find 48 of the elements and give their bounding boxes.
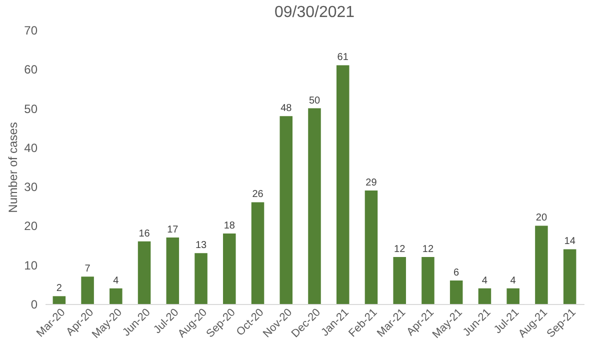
y-tick-label: 30 [24,180,38,194]
bar [478,288,492,304]
bar [364,190,378,304]
bar [223,234,236,304]
y-tick-label: 60 [24,62,38,77]
y-tick-label: 10 [24,258,38,272]
y-tick-label: 0 [30,298,38,312]
data-label: 16 [138,228,150,240]
y-tick-label: 50 [24,102,38,116]
data-label: 6 [454,268,460,279]
data-label: 48 [280,103,292,114]
bar [308,108,321,304]
data-label: 61 [337,52,349,64]
bar [81,276,94,304]
data-label: 17 [167,224,179,236]
bar [280,116,293,304]
data-label: 14 [564,236,576,248]
bar [393,257,406,304]
bar [563,249,576,304]
y-tick-label: 20 [24,219,38,234]
data-label: 20 [536,212,548,224]
chart-title: 09/30/2021 [274,4,355,21]
bar [506,288,520,304]
bar [166,237,180,304]
bar [194,253,208,304]
data-label: 12 [394,244,406,256]
bar [138,241,151,304]
data-label: 50 [308,95,320,106]
data-label: 4 [482,275,488,286]
data-label: 13 [195,240,208,252]
data-label: 26 [252,189,264,200]
data-label: 4 [113,275,120,286]
data-label: 4 [510,275,516,286]
bar [251,202,264,304]
data-label: 7 [84,264,91,275]
data-label: 29 [366,177,378,188]
data-label: 2 [56,283,62,294]
bar [450,280,463,304]
bar [336,65,350,304]
bar [52,296,66,304]
y-axis-title: Number of cases [6,122,20,213]
bar [110,288,122,304]
y-tick-label: 40 [24,140,38,155]
data-label: 12 [422,244,434,256]
bar [422,257,434,304]
bar [535,226,548,304]
y-tick-label: 70 [24,24,38,38]
data-label: 18 [224,220,236,232]
